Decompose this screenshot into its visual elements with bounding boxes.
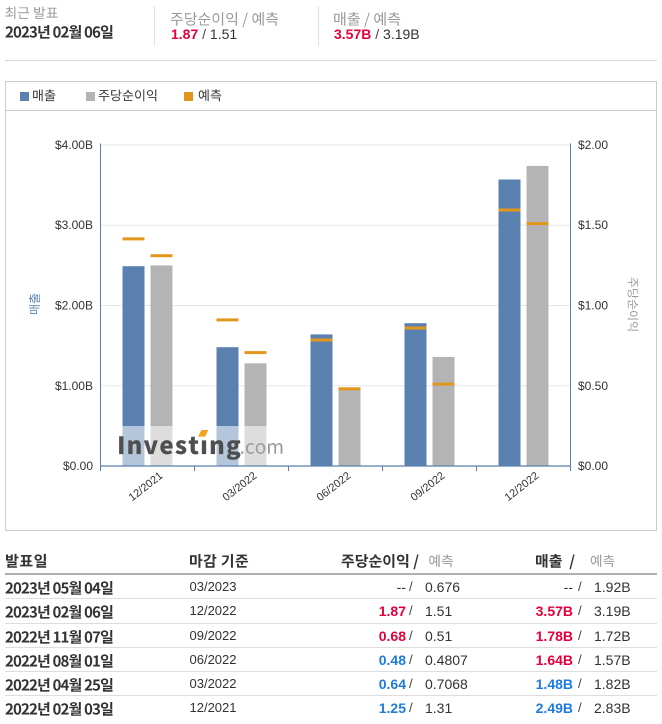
svg-text:$0.00: $0.00 bbox=[578, 459, 608, 473]
svg-text:09/2022: 09/2022 bbox=[409, 470, 448, 504]
svg-text:$1.00B: $1.00B bbox=[55, 379, 93, 393]
svg-text:$3.00B: $3.00B bbox=[55, 218, 93, 232]
svg-text:$2.00B: $2.00B bbox=[55, 299, 93, 313]
svg-text:06/2022: 06/2022 bbox=[315, 470, 354, 504]
svg-text:$0.50: $0.50 bbox=[578, 379, 608, 393]
svg-text:12/2022: 12/2022 bbox=[503, 470, 542, 504]
svg-text:$4.00B: $4.00B bbox=[55, 138, 93, 152]
svg-text:$1.00: $1.00 bbox=[578, 299, 608, 313]
svg-text:12/2021: 12/2021 bbox=[127, 470, 166, 504]
svg-text:03/2022: 03/2022 bbox=[221, 470, 260, 504]
svg-text:$1.50: $1.50 bbox=[578, 218, 608, 232]
svg-text:$0.00: $0.00 bbox=[63, 459, 93, 473]
svg-text:$2.00: $2.00 bbox=[578, 138, 608, 152]
